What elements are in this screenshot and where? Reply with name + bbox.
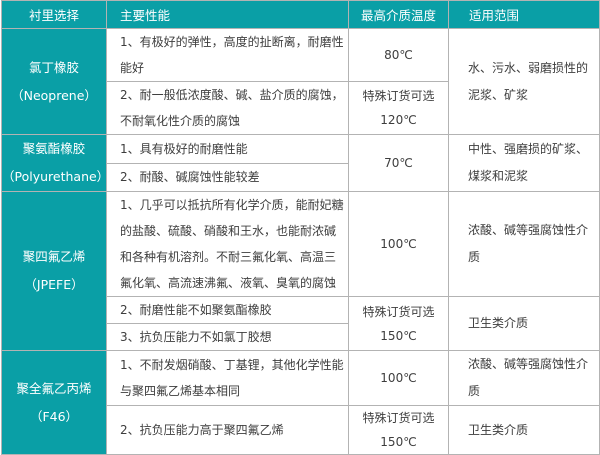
- column-header-lining: 衬里选择: [1, 0, 107, 29]
- lining-name-f46: 聚全氟乙丙烯 （F46）: [1, 350, 107, 455]
- scope-cell: 浓酸、碱等强腐蚀性介质: [448, 191, 600, 297]
- column-header-performance: 主要性能: [106, 0, 349, 29]
- table-row: 聚全氟乙丙烯 （F46） 1、不耐发烟硝酸、丁基锂，其他化学性能与聚四氟乙烯基本…: [1, 350, 600, 455]
- temperature-cell: 80℃: [348, 28, 449, 82]
- performance-cell: 3、抗负压能力不如氯丁胶想: [106, 323, 349, 351]
- column-header-max-temp: 最高介质温度: [348, 0, 449, 29]
- performance-cell: 1、具有极好的耐磨性能: [106, 134, 349, 164]
- column-header-scope: 适用范围: [448, 0, 600, 29]
- table-row: 2、耐磨性能不如聚氨酯橡胶 特殊订货可选 150℃ 卫生类介质: [2, 296, 600, 351]
- scope-cell: 卫生类介质: [448, 296, 600, 351]
- table-row: 2、耐一般低浓度酸、碱、盐介质的腐蚀，不耐氧化性介质的腐蚀 特殊订货可选 120…: [2, 81, 600, 135]
- temperature-cell: 特殊订货可选 120℃: [348, 81, 449, 135]
- performance-cell: 1、有极好的弹性，高度的扯断离，耐磨性能好: [106, 28, 349, 82]
- scope-cell: 中性、强磨损的矿浆、煤浆和泥浆: [448, 134, 600, 192]
- temperature-cell: 特殊订货可选 150℃: [348, 405, 449, 455]
- temperature-cell: 100℃: [348, 191, 449, 297]
- table-row: 3、抗负压能力不如氯丁胶想: [2, 323, 600, 351]
- temperature-cell: 70℃: [348, 134, 449, 192]
- lining-name-ptfe: 聚四氟乙烯 （JPEFE）: [1, 191, 107, 351]
- performance-cell: 2、耐磨性能不如聚氨酯橡胶: [106, 296, 349, 324]
- table-row: 聚氨酯橡胶 （Polyurethane） 1、具有极好的耐磨性能 70℃ 中性、…: [1, 134, 600, 192]
- performance-cell: 2、耐一般低浓度酸、碱、盐介质的腐蚀，不耐氧化性介质的腐蚀: [106, 81, 349, 135]
- table-row: 氯丁橡胶 （Neoprene） 1、有极好的弹性，高度的扯断离，耐磨性能好 80…: [1, 28, 600, 135]
- performance-cell: 2、耐酸、碱腐蚀性能较差: [106, 162, 349, 192]
- performance-cell: 2、抗负压能力高于聚四氟乙烯: [106, 405, 349, 455]
- performance-cell: 1、几乎可以抵抗所有化学介质，能耐妃糖的盐酸、硫酸、硝酸和王水，也能耐浓碱和各种…: [106, 191, 349, 297]
- temperature-cell: 100℃: [348, 350, 449, 406]
- scope-cell: 浓酸、碱等强腐蚀性介质: [448, 350, 600, 406]
- temperature-cell: 特殊订货可选 150℃: [348, 296, 449, 351]
- table-header-row: 衬里选择 主要性能 最高介质温度 适用范围: [1, 0, 600, 29]
- lining-name-neoprene: 氯丁橡胶 （Neoprene）: [1, 28, 107, 135]
- scope-cell: 卫生类介质: [448, 405, 600, 455]
- performance-cell: 1、不耐发烟硝酸、丁基锂，其他化学性能与聚四氟乙烯基本相同: [106, 350, 349, 406]
- scope-cell: 水、污水、弱磨损性的泥浆、矿浆: [448, 28, 600, 135]
- lining-name-polyurethane: 聚氨酯橡胶 （Polyurethane）: [1, 134, 107, 192]
- table-row: 聚四氟乙烯 （JPEFE） 1、几乎可以抵抗所有化学介质，能耐妃糖的盐酸、硫酸、…: [1, 191, 600, 351]
